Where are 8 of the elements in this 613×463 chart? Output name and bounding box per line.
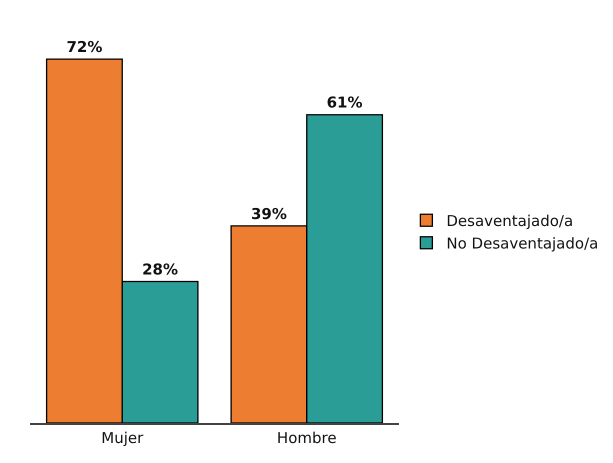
x-tick-label: Mujer [101, 428, 144, 447]
x-tick-label: Hombre [276, 428, 337, 447]
legend-label: No Desaventajado/a [446, 234, 598, 253]
legend-label: Desaventajado/a [446, 212, 574, 230]
data-label: 39% [250, 204, 287, 223]
data-label: 28% [142, 260, 178, 278]
data-label: 61% [326, 94, 363, 112]
data-label: 72% [66, 38, 102, 56]
